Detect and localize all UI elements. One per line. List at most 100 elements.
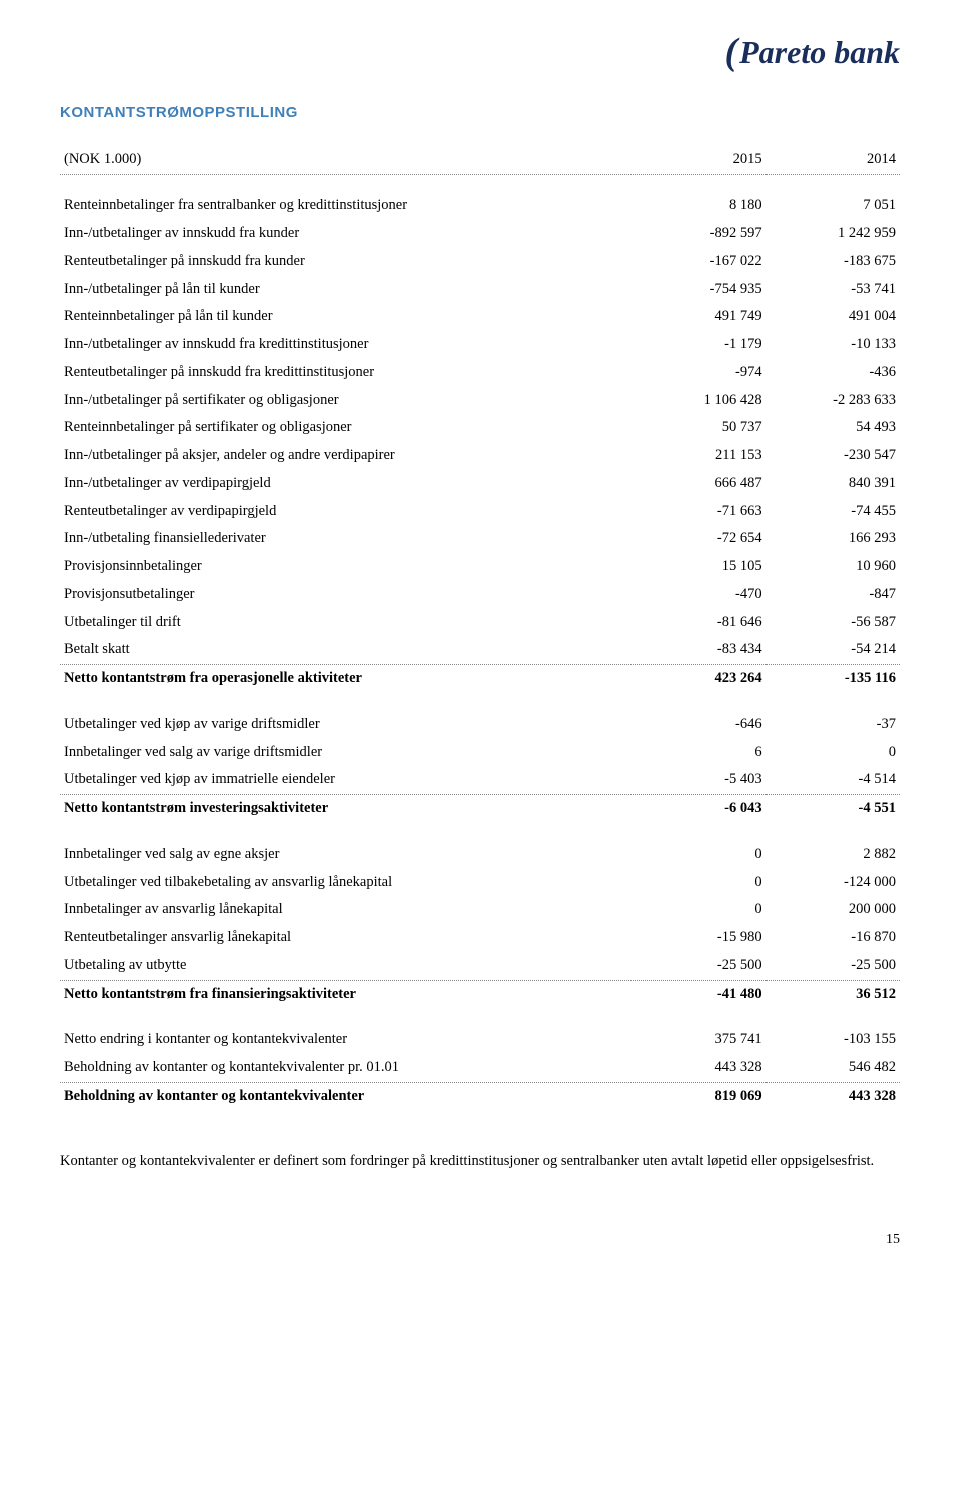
row-value-2015: -72 654 [631, 525, 765, 553]
row-value-2014: 443 328 [766, 1082, 900, 1110]
row-value-2015: 6 [631, 739, 765, 767]
row-value-2014: 54 493 [766, 414, 900, 442]
row-label: Provisjonsinnbetalinger [60, 553, 631, 581]
row-value-2015: -892 597 [631, 220, 765, 248]
row-label: Inn-/utbetalinger av innskudd fra kredit… [60, 331, 631, 359]
row-value-2015: -646 [631, 711, 765, 739]
row-label: Betalt skatt [60, 636, 631, 664]
row-value-2014: -53 741 [766, 276, 900, 304]
row-value-2015: 15 105 [631, 553, 765, 581]
row-value-2014: -10 133 [766, 331, 900, 359]
row-label: Renteinnbetalinger på sertifikater og ob… [60, 414, 631, 442]
row-value-2015: -25 500 [631, 952, 765, 980]
table-row: Utbetalinger ved kjøp av immatrielle eie… [60, 766, 900, 794]
table-row: Innbetalinger ved salg av egne aksjer02 … [60, 841, 900, 869]
footnote: Kontanter og kontantekvivalenter er defi… [60, 1151, 900, 1173]
table-row: Inn-/utbetaling finansiellederivater-72 … [60, 525, 900, 553]
row-value-2014: -135 116 [766, 665, 900, 693]
row-label: Provisjonsutbetalinger [60, 581, 631, 609]
table-row: Renteutbetalinger ansvarlig lånekapital-… [60, 924, 900, 952]
row-value-2015: 819 069 [631, 1082, 765, 1110]
table-row: Innbetalinger ved salg av varige driftsm… [60, 739, 900, 767]
row-value-2014: -2 283 633 [766, 387, 900, 415]
row-value-2015: -15 980 [631, 924, 765, 952]
row-value-2015: -470 [631, 581, 765, 609]
table-row: Utbetaling av utbytte-25 500-25 500 [60, 952, 900, 980]
spacer-row [60, 1008, 900, 1026]
page-number: 15 [60, 1232, 900, 1248]
table-row: Renteutbetalinger på innskudd fra kredit… [60, 359, 900, 387]
spacer-row [60, 693, 900, 711]
row-value-2015: 0 [631, 896, 765, 924]
row-value-2015: 491 749 [631, 303, 765, 331]
row-label: Netto kontantstrøm fra operasjonelle akt… [60, 665, 631, 693]
row-value-2015: 375 741 [631, 1026, 765, 1054]
row-value-2015: -974 [631, 359, 765, 387]
row-value-2015: -167 022 [631, 248, 765, 276]
row-value-2014: 36 512 [766, 980, 900, 1008]
row-value-2015: 666 487 [631, 470, 765, 498]
row-value-2014: 200 000 [766, 896, 900, 924]
row-value-2015: 423 264 [631, 665, 765, 693]
table-row: Netto kontantstrøm fra finansieringsakti… [60, 980, 900, 1008]
row-value-2015: -71 663 [631, 498, 765, 526]
row-value-2014: 1 242 959 [766, 220, 900, 248]
table-row: Inn-/utbetalinger av innskudd fra kredit… [60, 331, 900, 359]
row-label: Netto kontantstrøm investeringsaktivitet… [60, 795, 631, 823]
table-row: Renteinnbetalinger fra sentralbanker og … [60, 192, 900, 220]
row-value-2014: 491 004 [766, 303, 900, 331]
row-value-2014: 166 293 [766, 525, 900, 553]
row-value-2014: -4 551 [766, 795, 900, 823]
row-value-2014: -16 870 [766, 924, 900, 952]
logo-brand: Pareto bank [739, 34, 900, 71]
row-label: Netto endring i kontanter og kontantekvi… [60, 1026, 631, 1054]
row-label: Renteinnbetalinger på lån til kunder [60, 303, 631, 331]
row-value-2015: 8 180 [631, 192, 765, 220]
row-label: Beholdning av kontanter og kontantekviva… [60, 1054, 631, 1082]
row-label: Inn-/utbetalinger på sertifikater og obl… [60, 387, 631, 415]
row-value-2015: -83 434 [631, 636, 765, 664]
section-title: KONTANTSTRØMOPPSTILLING [60, 104, 900, 121]
logo-text: ( Pareto bank [724, 30, 900, 74]
table-header-row: (NOK 1.000)20152014 [60, 146, 900, 174]
row-label: Utbetalinger ved kjøp av immatrielle eie… [60, 766, 631, 794]
row-label: Innbetalinger av ansvarlig lånekapital [60, 896, 631, 924]
row-value-2014: -847 [766, 581, 900, 609]
row-label: Innbetalinger ved salg av varige driftsm… [60, 739, 631, 767]
row-value-2014: 7 051 [766, 192, 900, 220]
table-row: Inn-/utbetalinger på aksjer, andeler og … [60, 442, 900, 470]
row-value-2014: -4 514 [766, 766, 900, 794]
row-value-2015: -5 403 [631, 766, 765, 794]
cashflow-table: (NOK 1.000)20152014 Renteinnbetalinger fr… [60, 146, 900, 1111]
row-value-2014: -25 500 [766, 952, 900, 980]
row-value-2015: -6 043 [631, 795, 765, 823]
logo-curl-icon: ( [724, 30, 737, 74]
row-value-2015: 443 328 [631, 1054, 765, 1082]
row-value-2014: -124 000 [766, 869, 900, 897]
table-row: Renteutbetalinger av verdipapirgjeld-71 … [60, 498, 900, 526]
row-value-2015: -41 480 [631, 980, 765, 1008]
table-row: Provisjonsinnbetalinger15 10510 960 [60, 553, 900, 581]
row-label: Renteutbetalinger på innskudd fra kunder [60, 248, 631, 276]
table-row: Renteinnbetalinger på lån til kunder491 … [60, 303, 900, 331]
row-value-2015: -1 179 [631, 331, 765, 359]
row-label: Beholdning av kontanter og kontantekviva… [60, 1082, 631, 1110]
row-label: Inn-/utbetalinger av innskudd fra kunder [60, 220, 631, 248]
row-label: Utbetalinger til drift [60, 609, 631, 637]
table-row: Innbetalinger av ansvarlig lånekapital02… [60, 896, 900, 924]
table-row: Inn-/utbetalinger på lån til kunder-754 … [60, 276, 900, 304]
row-value-2014: -56 587 [766, 609, 900, 637]
row-value-2015: 0 [631, 869, 765, 897]
table-row: Netto kontantstrøm fra operasjonelle akt… [60, 665, 900, 693]
table-row: Provisjonsutbetalinger-470-847 [60, 581, 900, 609]
row-value-2014: -54 214 [766, 636, 900, 664]
row-value-2014: -436 [766, 359, 900, 387]
logo: ( Pareto bank [60, 30, 900, 74]
row-label: Inn-/utbetalinger på lån til kunder [60, 276, 631, 304]
header-label: (NOK 1.000) [60, 146, 631, 174]
row-value-2015: -754 935 [631, 276, 765, 304]
row-value-2015: -81 646 [631, 609, 765, 637]
row-label: Renteutbetalinger av verdipapirgjeld [60, 498, 631, 526]
row-label: Renteinnbetalinger fra sentralbanker og … [60, 192, 631, 220]
row-value-2015: 211 153 [631, 442, 765, 470]
